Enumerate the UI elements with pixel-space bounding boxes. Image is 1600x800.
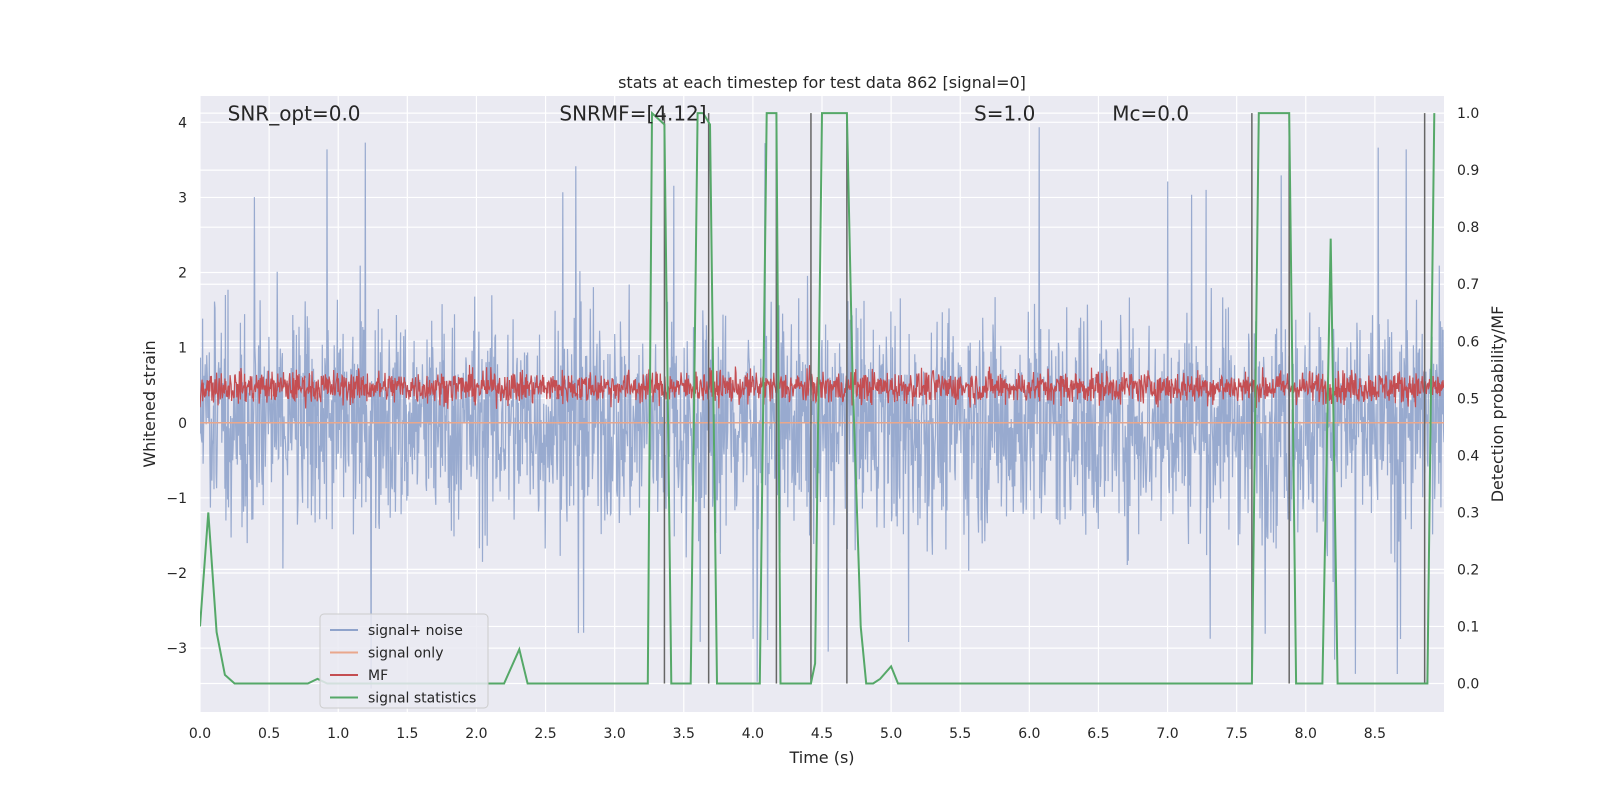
- x-tick-label: 3.0: [604, 726, 626, 742]
- y-axis-left-label: Whitened strain: [140, 340, 159, 467]
- annotations: SNR_opt=0.0 SNRMF=[4.12] S=1.0 Mc=0.0: [228, 101, 1189, 125]
- x-tick-label: 1.5: [396, 726, 418, 742]
- series-signal-noise: [200, 127, 1444, 689]
- y-right-tick-label: 1.0: [1457, 106, 1479, 122]
- series-mf: [200, 364, 1444, 409]
- y-right-tick-label: 0.0: [1457, 676, 1479, 692]
- legend-entry-label: MF: [368, 668, 388, 684]
- x-tick-label: 7.5: [1226, 726, 1248, 742]
- y-left-tick-label: −1: [166, 491, 187, 507]
- y-right-tick-label: 0.2: [1457, 562, 1479, 578]
- y-left-tick-label: 2: [178, 266, 187, 282]
- vertical-markers: [663, 113, 1426, 684]
- y-axis-left-ticks: 4 3 2 1 0 −1 −2 −3: [166, 115, 187, 657]
- y-left-tick-label: −3: [166, 641, 187, 657]
- y-left-tick-label: 1: [178, 341, 187, 357]
- annotation-3: Mc=0.0: [1112, 101, 1189, 125]
- x-axis-ticks: 0.0 0.5 1.0 1.5 2.0 2.5 3.0 3.5 4.0 4.5 5.0 5.5 6.0 6…: [189, 726, 1386, 742]
- legend-frame: [319, 613, 489, 709]
- y-right-tick-label: 0.4: [1457, 448, 1479, 464]
- annotation-0: SNR_opt=0.0: [228, 101, 361, 125]
- y-right-tick-label: 0.6: [1457, 334, 1479, 350]
- x-tick-label: 2.5: [534, 726, 556, 742]
- y-left-tick-label: 0: [178, 416, 187, 432]
- legend: signal+ noise signal only MF signal statist…: [319, 613, 489, 709]
- y-right-tick-label: 0.7: [1457, 277, 1479, 293]
- y-right-tick-label: 0.9: [1457, 163, 1479, 179]
- y-left-tick-label: 4: [178, 115, 187, 131]
- y-right-tick-label: 0.8: [1457, 220, 1479, 236]
- x-tick-label: 7.0: [1156, 726, 1178, 742]
- x-tick-label: 3.5: [673, 726, 695, 742]
- annotation-2: S=1.0: [974, 101, 1035, 125]
- legend-entry-label: signal only: [368, 646, 443, 662]
- x-tick-label: 5.0: [880, 726, 902, 742]
- mf-line: [200, 364, 1444, 409]
- x-tick-label: 2.0: [465, 726, 487, 742]
- x-tick-label: 1.0: [327, 726, 349, 742]
- x-tick-label: 6.5: [1087, 726, 1109, 742]
- x-tick-label: 4.0: [742, 726, 764, 742]
- signal-noise-line: [200, 127, 1444, 689]
- x-tick-label: 0.5: [258, 726, 280, 742]
- x-tick-label: 6.0: [1018, 726, 1040, 742]
- y-axis-right-label: Detection probability/MF: [1488, 306, 1507, 503]
- x-tick-label: 8.5: [1364, 726, 1386, 742]
- x-tick-label: 8.0: [1295, 726, 1317, 742]
- legend-entry-label: signal statistics: [368, 691, 476, 707]
- chart-title: stats at each timestep for test data 862…: [618, 73, 1026, 92]
- y-right-tick-label: 0.1: [1457, 619, 1479, 635]
- y-axis-right-ticks: 1.0 0.9 0.8 0.7 0.6 0.5 0.4 0.3 0.2 0.1 0.0: [1457, 106, 1479, 692]
- x-tick-label: 0.0: [189, 726, 211, 742]
- y-right-tick-label: 0.3: [1457, 505, 1479, 521]
- annotation-1: SNRMF=[4.12]: [559, 101, 706, 125]
- x-tick-label: 4.5: [811, 726, 833, 742]
- x-tick-label: 5.5: [949, 726, 971, 742]
- y-left-tick-label: 3: [178, 190, 187, 206]
- legend-entry-label: signal+ noise: [368, 623, 463, 639]
- y-right-tick-label: 0.5: [1457, 391, 1479, 407]
- y-left-tick-label: −2: [166, 566, 187, 582]
- x-axis-label: Time (s): [788, 748, 854, 767]
